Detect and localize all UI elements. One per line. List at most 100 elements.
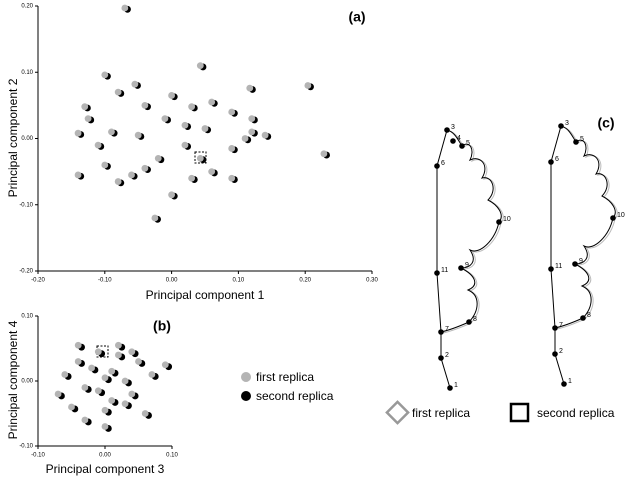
point bbox=[54, 390, 62, 398]
point bbox=[88, 364, 95, 372]
point bbox=[108, 367, 116, 375]
point bbox=[304, 82, 312, 89]
landmark bbox=[459, 143, 465, 149]
y-tick-label: -0.10 bbox=[19, 444, 33, 450]
point bbox=[94, 141, 102, 149]
point bbox=[168, 191, 176, 199]
landmark-label: 5 bbox=[580, 136, 584, 143]
point bbox=[241, 135, 249, 142]
point bbox=[114, 178, 122, 185]
x-tick-label: 0.30 bbox=[366, 278, 378, 284]
point bbox=[141, 164, 149, 172]
landmark-label: 6 bbox=[555, 156, 559, 163]
landmark bbox=[548, 159, 554, 165]
point bbox=[131, 80, 139, 88]
y-axis-label: Principal component 4 bbox=[6, 320, 20, 439]
point bbox=[68, 403, 75, 411]
landmark bbox=[561, 381, 567, 387]
leaf-margin-shadow bbox=[442, 130, 504, 334]
point bbox=[101, 406, 109, 414]
point bbox=[208, 168, 216, 176]
landmark bbox=[458, 265, 464, 271]
leaf-midrib bbox=[550, 125, 565, 385]
y-tick-label: 0.00 bbox=[21, 136, 33, 142]
point bbox=[228, 108, 236, 116]
landmark bbox=[558, 123, 564, 129]
point bbox=[128, 171, 135, 179]
point bbox=[151, 214, 159, 222]
landmark-label: 3 bbox=[565, 120, 569, 127]
y-tick-label: 0.10 bbox=[21, 314, 33, 320]
point bbox=[101, 161, 109, 169]
y-tick-label: 0.10 bbox=[21, 70, 33, 76]
landmark bbox=[466, 319, 472, 325]
landmark bbox=[572, 261, 578, 267]
y-axis-label: Principal component 2 bbox=[6, 78, 20, 197]
point bbox=[74, 358, 82, 365]
landmark-label: 6 bbox=[441, 160, 445, 167]
landmark bbox=[496, 219, 502, 225]
landmark-label: 1 bbox=[568, 378, 572, 385]
point bbox=[81, 416, 89, 424]
landmark-label: 7 bbox=[559, 322, 563, 329]
point bbox=[248, 128, 256, 136]
point bbox=[114, 88, 122, 96]
point bbox=[168, 92, 176, 99]
landmark-label: 5 bbox=[466, 140, 470, 147]
x-tick-label: 0.00 bbox=[166, 278, 178, 284]
point bbox=[94, 348, 102, 356]
point bbox=[208, 98, 216, 106]
point bbox=[101, 71, 109, 79]
point bbox=[141, 101, 149, 109]
point bbox=[115, 341, 122, 349]
y-tick-label: 0.20 bbox=[21, 4, 33, 10]
landmark-label: 8 bbox=[473, 316, 477, 323]
point bbox=[188, 103, 196, 111]
point bbox=[181, 141, 189, 149]
point bbox=[108, 128, 115, 136]
point bbox=[74, 341, 82, 349]
y-tick-label: -0.10 bbox=[19, 202, 33, 208]
landmark-label: 2 bbox=[559, 348, 563, 355]
landmark-label: 9 bbox=[579, 258, 583, 265]
point bbox=[228, 145, 236, 152]
x-tick-label: 0.10 bbox=[233, 278, 245, 284]
x-tick-label: 0.20 bbox=[299, 278, 311, 284]
x-tick-label: 0.00 bbox=[99, 453, 111, 459]
landmark-label: 9 bbox=[465, 262, 469, 269]
landmark bbox=[552, 351, 558, 357]
landmark bbox=[552, 325, 558, 331]
point bbox=[141, 410, 149, 417]
legend-marker bbox=[241, 391, 251, 401]
point bbox=[196, 154, 204, 162]
landmark-label: 7 bbox=[445, 326, 449, 333]
point bbox=[128, 390, 136, 398]
point bbox=[148, 371, 156, 378]
landmark-label: 10 bbox=[617, 212, 625, 219]
point bbox=[94, 387, 102, 395]
point bbox=[196, 62, 204, 70]
landmark bbox=[610, 215, 616, 221]
leaf-outlines bbox=[436, 125, 618, 389]
point bbox=[108, 397, 116, 404]
point bbox=[115, 351, 122, 359]
leaf-midrib bbox=[436, 129, 451, 389]
point bbox=[121, 377, 129, 385]
point bbox=[188, 174, 196, 182]
landmark bbox=[434, 270, 440, 276]
landmark-label: 11 bbox=[555, 263, 562, 270]
y-tick-label: -0.20 bbox=[19, 269, 33, 275]
point bbox=[81, 384, 89, 391]
landmark bbox=[434, 163, 440, 169]
landmark-label: 11 bbox=[441, 267, 448, 274]
landmark bbox=[447, 385, 453, 391]
landmark-label: 10 bbox=[503, 216, 511, 223]
legend-text: second replica bbox=[537, 406, 615, 420]
point bbox=[320, 150, 328, 158]
point bbox=[161, 115, 169, 123]
leaf-margin bbox=[554, 125, 616, 329]
leaf-margin bbox=[440, 129, 502, 333]
leaf-left bbox=[436, 129, 504, 389]
x-tick-label: -0.20 bbox=[31, 278, 45, 284]
x-axis-label: Principal component 1 bbox=[146, 288, 265, 302]
